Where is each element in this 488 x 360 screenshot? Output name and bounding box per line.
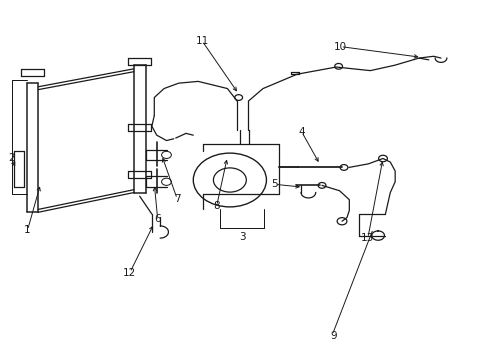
Text: 7: 7 xyxy=(174,194,180,204)
Text: 1: 1 xyxy=(24,225,31,235)
Text: 11: 11 xyxy=(195,36,208,46)
Text: 2: 2 xyxy=(8,153,15,163)
Text: 10: 10 xyxy=(333,42,346,51)
Text: 12: 12 xyxy=(123,267,136,278)
Text: 6: 6 xyxy=(154,215,161,224)
Text: 9: 9 xyxy=(329,331,336,341)
Text: 8: 8 xyxy=(213,201,220,211)
Text: 13: 13 xyxy=(361,233,374,243)
Text: 5: 5 xyxy=(271,179,278,189)
Text: 3: 3 xyxy=(238,232,245,242)
Text: 4: 4 xyxy=(298,127,304,136)
